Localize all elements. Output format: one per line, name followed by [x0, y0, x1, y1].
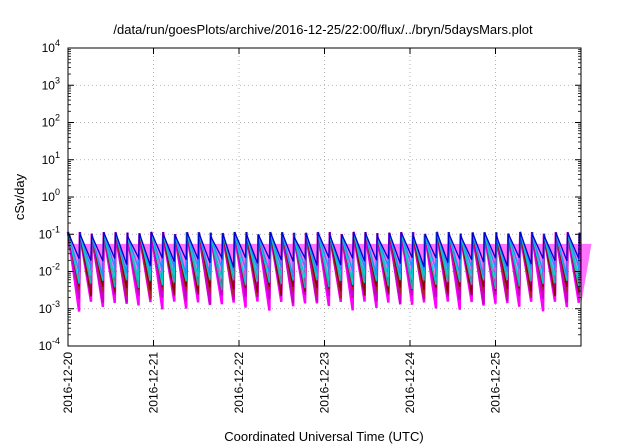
y-tick-label: 103: [42, 75, 60, 92]
grid: [68, 48, 581, 346]
y-tick-label: 104: [42, 38, 60, 55]
y-axis: 10-4 10-3 10-2 10-1 100 101 102 103 104: [39, 38, 581, 353]
x-tick-label: 2016-12-25: [489, 352, 503, 414]
x-tick-label: 2016-12-20: [61, 352, 75, 414]
x-tick-label: 2016-12-22: [232, 352, 246, 414]
y-axis-label: cSv/day: [12, 173, 27, 220]
series-group: [66, 231, 592, 312]
x-tick-label: 2016-12-24: [403, 352, 417, 414]
y-tick-label: 10-2: [39, 262, 60, 279]
x-tick-label: 2016-12-23: [318, 352, 332, 414]
y-tick-label: 10-1: [39, 224, 60, 241]
x-axis: 2016-12-20 2016-12-21 2016-12-22 2016-12-23…: [61, 48, 503, 413]
chart-title: /data/run/goesPlots/archive/2016-12-25/2…: [113, 22, 533, 37]
y-tick-label: 100: [42, 187, 60, 204]
y-tick-label: 10-4: [39, 336, 60, 353]
x-tick-label: 2016-12-21: [147, 352, 161, 414]
x-axis-label: Coordinated Universal Time (UTC): [224, 429, 423, 444]
y-tick-label: 101: [42, 150, 60, 167]
y-tick-label: 102: [42, 113, 60, 130]
series-line-7: [67, 231, 581, 268]
y-tick-label: 10-3: [39, 299, 60, 316]
